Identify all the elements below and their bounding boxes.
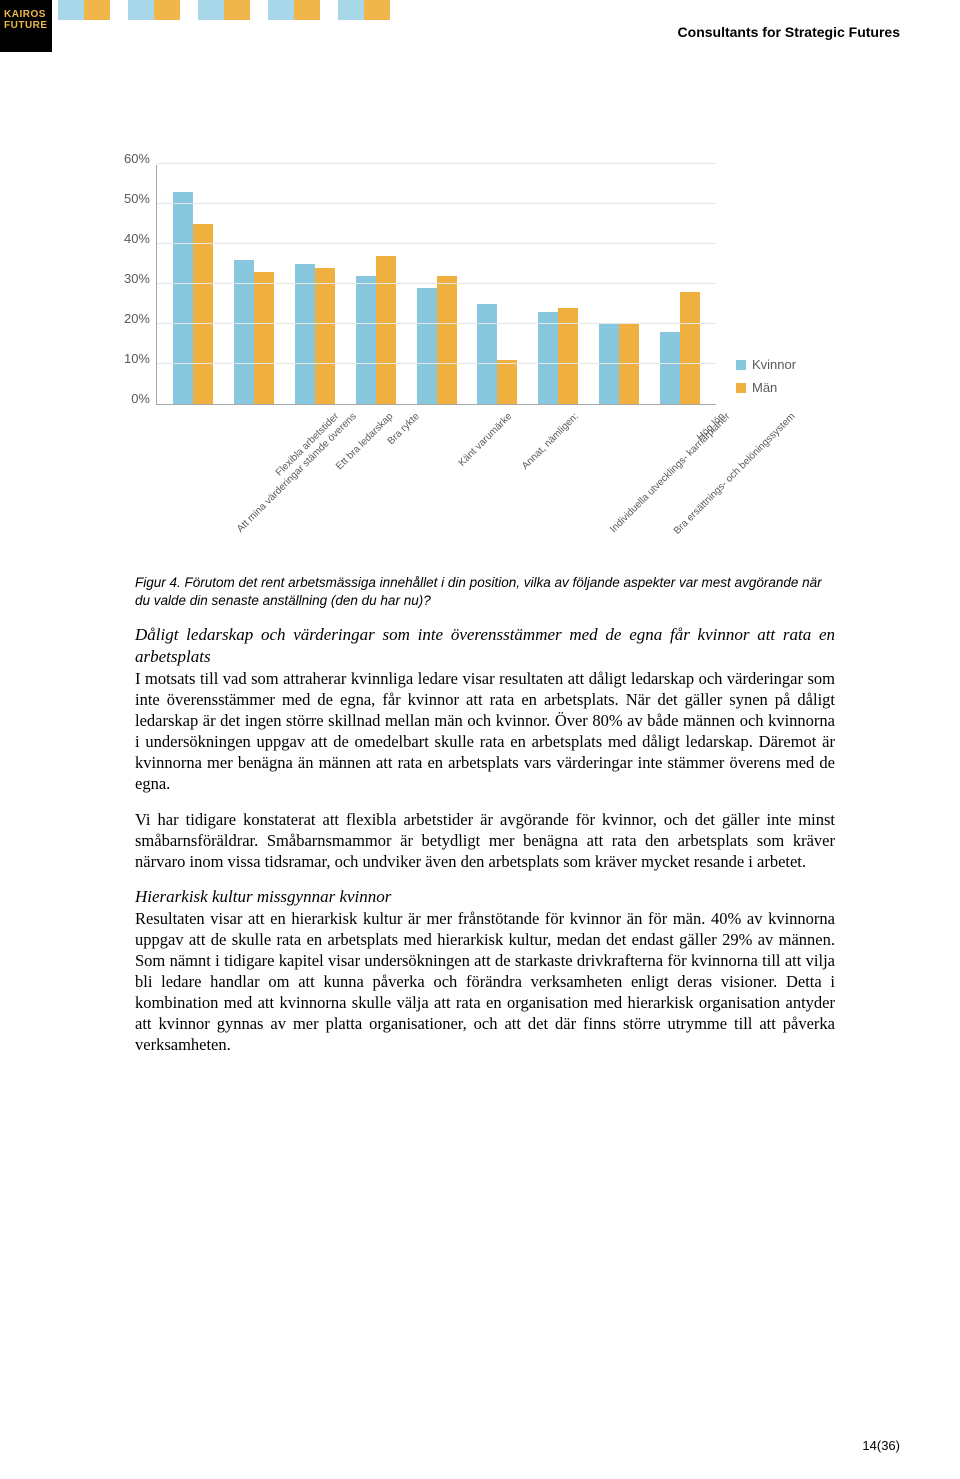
chart-bar [538,312,558,404]
figure-caption: Figur 4. Förutom det rent arbetsmässiga … [135,574,835,610]
chart-bar [295,264,315,404]
figure-caption-text: Förutom det rent arbetsmässiga innehålle… [135,575,822,608]
chart-xlabel-slot: Annat, nämligen: [467,405,529,525]
chart-bar [193,224,213,404]
chart-bar [660,332,680,404]
chart-legend-swatch [736,360,746,370]
top-stripe-bar [58,0,84,20]
chart-bar-group [588,324,649,404]
chart-xlabel-slot: Att mina värderingar stämde överens [156,405,218,525]
chart-xlabel-slot: Hög lön [654,405,716,525]
subheading-1: Dåligt ledarskap och värderingar som int… [135,624,835,668]
logo-line2: FUTURE [4,20,48,31]
top-stripe-bar [84,0,110,20]
chart-legend: Kvinnor Män [716,165,846,405]
chart-bar [376,256,396,404]
chart-legend-item: Kvinnor [736,357,846,372]
chart-bar [558,308,578,404]
chart-xlabel-slot: Bra rykte [343,405,405,525]
chart-yaxis: 60%50%40%30%20%10%0% [110,165,156,405]
chart-bar [356,276,376,404]
chart-bar [619,324,639,404]
chart-bar-group [163,192,224,404]
chart-bar-group [467,304,528,404]
chart-bar [173,192,193,404]
chart-legend-label: Kvinnor [752,357,796,372]
top-stripe [58,0,408,20]
chart-bar [599,324,619,404]
chart-xlabel-slot: Känt varumärke [405,405,467,525]
chart-legend-swatch [736,383,746,393]
paragraph-3: Resultaten visar att en hierarkisk kultu… [135,908,835,1056]
logo-line1: KAIROS [4,9,48,20]
chart-bar [234,260,254,404]
chart-bar [680,292,700,404]
top-stripe-bar [364,0,390,20]
page-body: Figur 4. Förutom det rent arbetsmässiga … [135,574,835,1055]
chart-xlabel-slot: Bra ersättnings- och belöningssystem [592,405,654,525]
chart-bar [315,268,335,404]
chart-bar [254,272,274,404]
subheading-2: Hierarkisk kultur missgynnar kvinnor [135,886,835,908]
logo-block: KAIROS FUTURE [0,0,52,52]
chart-figure-4: 60%50%40%30%20%10%0% Kvinnor Män Att mina… [110,165,860,525]
chart-bar-group [285,264,346,404]
paragraph-2: Vi har tidigare konstaterat att flexibla… [135,809,835,872]
page-total: (36) [877,1438,900,1453]
header-company-tagline: Consultants for Strategic Futures [678,24,900,40]
chart-bar [417,288,437,404]
figure-number: Figur 4. [135,575,181,590]
top-stripe-bar [154,0,180,20]
chart-bar [437,276,457,404]
page-number: 14 [862,1438,876,1453]
chart-bar-group [224,260,285,404]
top-stripe-bar [128,0,154,20]
top-stripe-bar [294,0,320,20]
chart-xaxis: Att mina värderingar stämde överensFlexi… [156,405,716,525]
chart-legend-item: Män [736,380,846,395]
paragraph-1: I motsats till vad som attraherar kvinnl… [135,668,835,795]
chart-bar-group [345,256,406,404]
chart-plot-area [156,165,716,405]
chart-bar [497,360,517,404]
top-stripe-bar [338,0,364,20]
top-stripe-bar [268,0,294,20]
chart-xlabel-slot: Ett bra ledarskap [280,405,342,525]
chart-bar-group [406,276,467,404]
chart-bar-group [649,292,710,404]
page-footer: 14(36) [862,1438,900,1453]
top-stripe-bar [224,0,250,20]
chart-xlabel-slot: Flexibla arbetstider [218,405,280,525]
chart-bar [477,304,497,404]
chart-bar-group [528,308,589,404]
top-stripe-bar [198,0,224,20]
chart-xlabel-slot: Individuella utvecklings- karriärplaner [529,405,591,525]
chart-legend-label: Män [752,380,777,395]
